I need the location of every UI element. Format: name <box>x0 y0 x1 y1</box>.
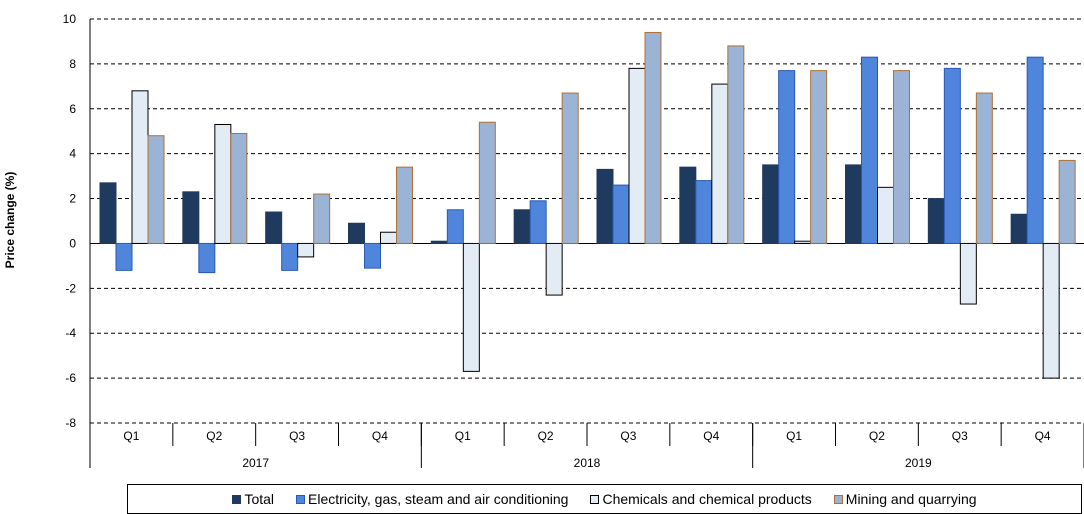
legend-item-mining: Mining and quarrying <box>833 491 977 507</box>
bar-series-3 <box>131 90 149 244</box>
x-tick-label-year: 2018 <box>574 456 601 470</box>
bar-series-1 <box>927 198 945 244</box>
bar-series-4 <box>147 135 165 244</box>
x-tick-label-year: 2019 <box>905 456 932 470</box>
x-tick-label-quarter: Q2 <box>869 429 885 443</box>
y-tick-label: -6 <box>65 371 76 385</box>
y-tick-label: 10 <box>63 12 77 26</box>
bar-series-1 <box>596 168 614 244</box>
bar-series-1 <box>99 182 117 244</box>
bar-series-2 <box>612 184 630 244</box>
y-tick-label: 2 <box>69 192 76 206</box>
bar-series-3 <box>628 67 646 244</box>
y-tick-label: 4 <box>69 147 76 161</box>
bar-series-3 <box>380 231 397 244</box>
legend-label-electricity: Electricity, gas, steam and air conditio… <box>308 491 569 507</box>
bar-series-2 <box>115 242 133 271</box>
bar-series-4 <box>396 166 413 244</box>
y-tick-label: 8 <box>69 57 76 71</box>
x-tick-label-year: 2017 <box>242 456 269 470</box>
bar-series-2 <box>1026 56 1044 244</box>
bar-series-2 <box>198 242 216 274</box>
bar-series-1 <box>348 222 365 244</box>
bar-series-4 <box>893 70 910 244</box>
bar-series-1 <box>513 209 531 244</box>
bar-series-4 <box>561 92 579 244</box>
bar-series-4 <box>478 121 496 244</box>
y-tick-label: 6 <box>69 102 76 116</box>
y-axis-label: Price change (%) <box>3 171 17 269</box>
legend-swatch-chemicals <box>590 494 600 504</box>
bar-series-3 <box>794 240 812 244</box>
bar-series-2 <box>778 70 796 244</box>
x-tick-label-quarter: Q4 <box>1035 429 1051 443</box>
bar-series-3 <box>297 242 315 258</box>
legend-swatch-total <box>232 494 242 504</box>
x-tick-label-quarter: Q3 <box>952 429 968 443</box>
bar-series-1 <box>430 240 448 244</box>
x-tick-label-quarter: Q1 <box>455 429 471 443</box>
bar-series-3 <box>462 242 480 372</box>
bar-series-4 <box>810 70 828 244</box>
legend-label-chemicals: Chemicals and chemical products <box>602 491 812 507</box>
x-tick-label-quarter: Q2 <box>538 429 554 443</box>
legend-item-total: Total <box>232 491 274 507</box>
bar-series-2 <box>943 67 961 244</box>
bar-series-4 <box>727 45 745 244</box>
bar-series-1 <box>762 164 780 244</box>
legend-swatch-mining <box>833 494 843 504</box>
bar-series-4 <box>230 132 248 244</box>
bar-series-2 <box>695 180 713 244</box>
legend-item-chemicals: Chemicals and chemical products <box>590 491 812 507</box>
legend-swatch-electricity <box>296 494 306 504</box>
bar-series-1 <box>1010 213 1028 244</box>
x-tick-label-quarter: Q3 <box>620 429 636 443</box>
bar-series-1 <box>182 191 200 244</box>
bar-series-1 <box>679 166 697 244</box>
bar-series-1 <box>845 164 862 244</box>
bar-series-2 <box>446 209 464 244</box>
x-tick-label-quarter: Q4 <box>703 429 719 443</box>
x-tick-label-quarter: Q1 <box>123 429 139 443</box>
y-tick-label: -2 <box>65 281 76 295</box>
legend: Total Electricity, gas, steam and air co… <box>127 484 1082 514</box>
x-tick-label-quarter: Q2 <box>206 429 222 443</box>
bar-series-3 <box>214 123 232 244</box>
x-tick-label-quarter: Q4 <box>372 429 388 443</box>
bar-series-2 <box>364 242 381 269</box>
bar-series-1 <box>265 211 283 244</box>
legend-label-total: Total <box>244 491 275 507</box>
bar-series-3 <box>877 186 894 244</box>
y-tick-label: -8 <box>65 416 76 430</box>
bar-series-2 <box>529 200 547 244</box>
bar-series-4 <box>1058 159 1076 244</box>
bar-series-3 <box>1042 242 1060 379</box>
bar-series-4 <box>313 193 331 244</box>
x-tick-label-quarter: Q3 <box>289 429 305 443</box>
bar-series-2 <box>861 56 878 244</box>
y-tick-label: 0 <box>69 236 76 250</box>
bar-series-2 <box>281 242 299 271</box>
bar-series-4 <box>975 92 993 244</box>
bar-series-3 <box>959 242 977 305</box>
y-tick-label: -4 <box>65 326 76 340</box>
bar-series-4 <box>644 31 662 244</box>
legend-label-mining: Mining and quarrying <box>845 491 977 507</box>
legend-item-electricity: Electricity, gas, steam and air conditio… <box>296 491 568 507</box>
bar-series-3 <box>711 83 729 244</box>
bar-series-3 <box>545 242 563 296</box>
x-tick-label-quarter: Q1 <box>786 429 802 443</box>
